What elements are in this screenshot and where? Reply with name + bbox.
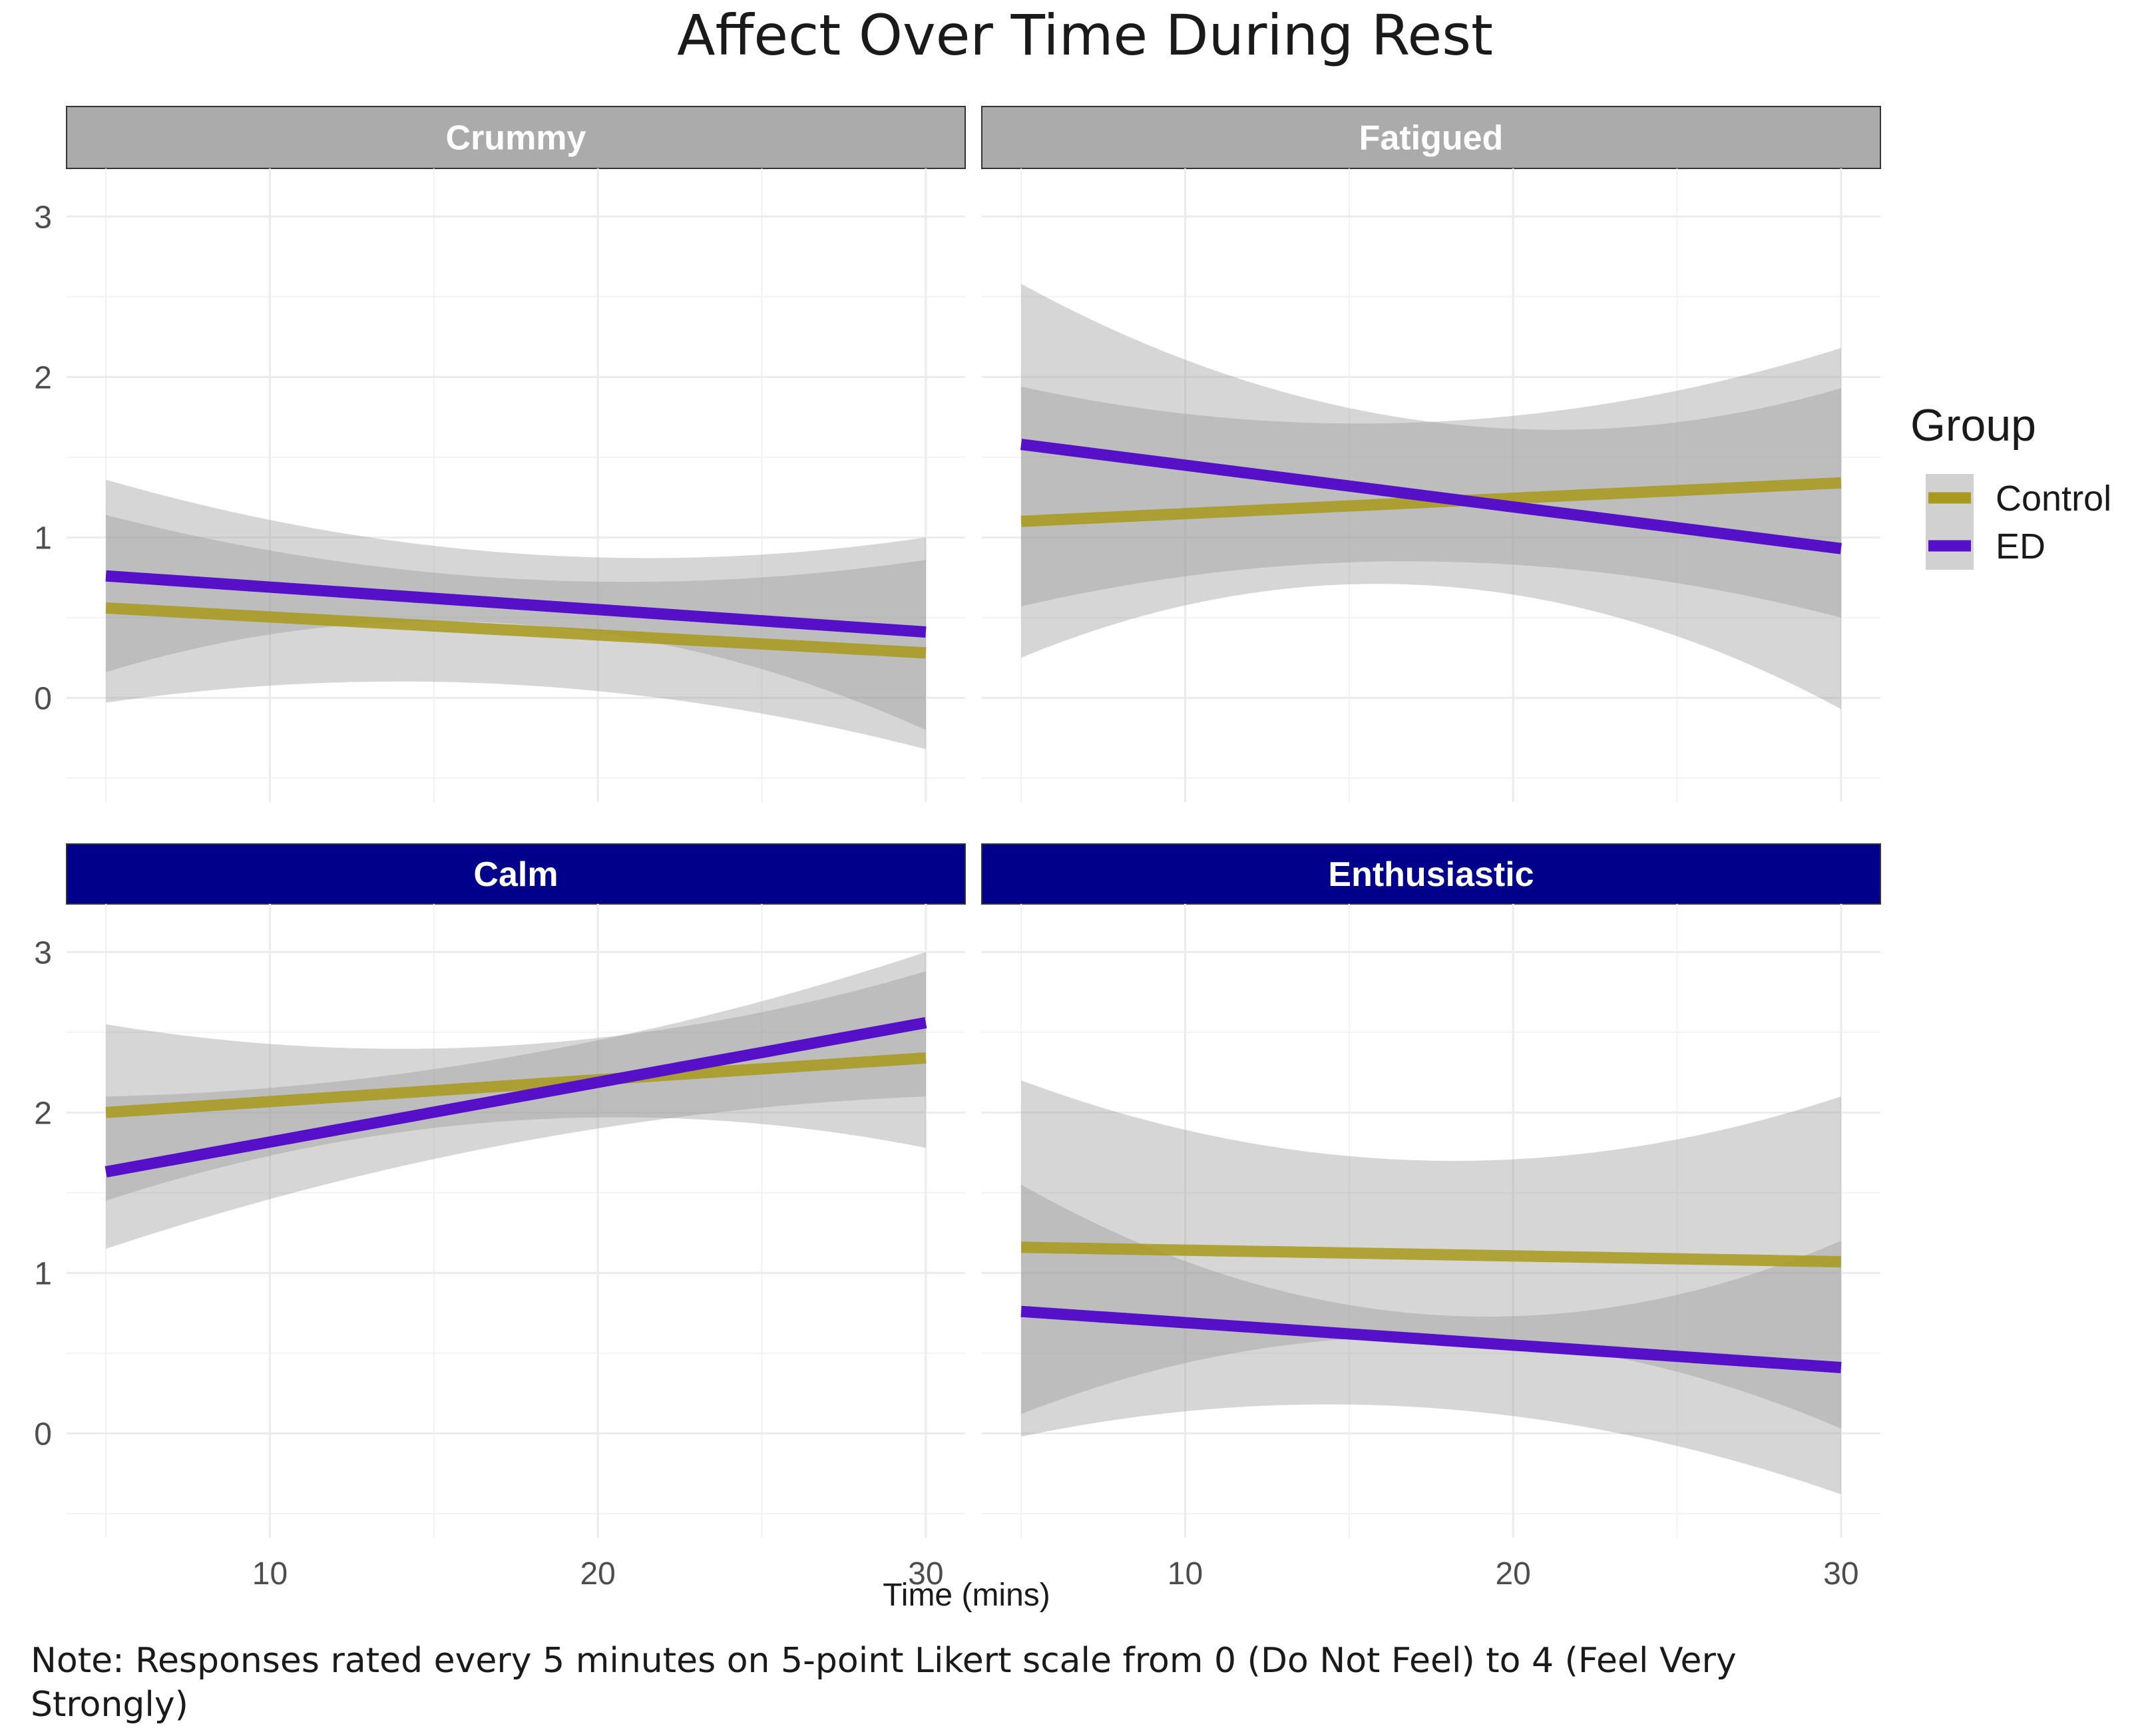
- x-tick-label: 20: [1495, 1556, 1530, 1592]
- strip-label-fatigued: Fatigued: [1359, 119, 1504, 158]
- legend-item-ed: ED: [1926, 522, 2045, 570]
- panel-fatigued: Fatigued: [981, 106, 1881, 802]
- trend-line-control-calm: [105, 1052, 927, 1118]
- x-axis-title: Time (mins): [883, 1578, 1050, 1613]
- panel-enthusiastic: Enthusiastic: [981, 843, 1881, 1538]
- trend-line-ed-enthusiastic: [1020, 1305, 1842, 1374]
- y-tick-label: 3: [34, 935, 52, 971]
- strip-crummy: [66, 106, 966, 169]
- y-tick-label: 0: [34, 1416, 52, 1452]
- note: Note: Responses rated every 5 minutes on…: [31, 1641, 1737, 1725]
- panel-calm: Calm 0 1 2 3: [34, 843, 966, 1538]
- strip-calm: [66, 843, 966, 905]
- x-axis: 10 20 30 10 20 30: [252, 1556, 1859, 1592]
- x-tick-label: 30: [1823, 1556, 1858, 1592]
- legend-label: Control: [1996, 479, 2111, 519]
- legend: Group Control ED: [1910, 400, 2111, 570]
- panels-layer: Crummy 0 1 2 3 Fatigued Calm 0 1 2 3 Enthusiastic: [34, 106, 1881, 1538]
- grid-crummy: [67, 168, 965, 802]
- y-tick-label: 1: [34, 1256, 52, 1291]
- grid-enthusiastic: [982, 904, 1880, 1538]
- strip-label-enthusiastic: Enthusiastic: [1328, 855, 1534, 894]
- legend-label: ED: [1996, 527, 2045, 566]
- panel-crummy: Crummy 0 1 2 3: [34, 106, 966, 802]
- x-tick-label: 30: [908, 1556, 943, 1592]
- trend-line-ed-calm: [105, 1016, 927, 1178]
- strip-label-crummy: Crummy: [446, 119, 586, 158]
- note-line-2: Strongly): [31, 1685, 188, 1725]
- trend-line-control-crummy: [105, 602, 927, 659]
- x-tick-label: 20: [580, 1556, 615, 1592]
- x-tick-label: 10: [252, 1556, 288, 1592]
- y-tick-label: 2: [34, 360, 52, 395]
- strip-label-calm: Calm: [473, 855, 558, 894]
- y-tick-label: 1: [34, 521, 52, 556]
- chart-title: Affect Over Time During Rest: [677, 3, 1493, 68]
- legend-title: Group: [1910, 400, 2036, 451]
- x-tick-label: 10: [1168, 1556, 1203, 1592]
- trend-line-control-enthusiastic: [1020, 1241, 1842, 1267]
- ci-band-control-fatigued: [1021, 347, 1841, 618]
- y-tick-label: 0: [34, 681, 52, 716]
- y-tick-label: 2: [34, 1096, 52, 1131]
- trend-line-ed-crummy: [105, 570, 927, 638]
- y-tick-label: 3: [34, 200, 52, 235]
- note-line-1: Note: Responses rated every 5 minutes on…: [31, 1641, 1737, 1681]
- grid-calm: [67, 904, 965, 1538]
- strip-enthusiastic: [981, 843, 1881, 905]
- strip-fatigued: [981, 106, 1881, 169]
- legend-item-control: Control: [1926, 474, 2111, 522]
- trend-line-ed-fatigued: [1020, 439, 1842, 554]
